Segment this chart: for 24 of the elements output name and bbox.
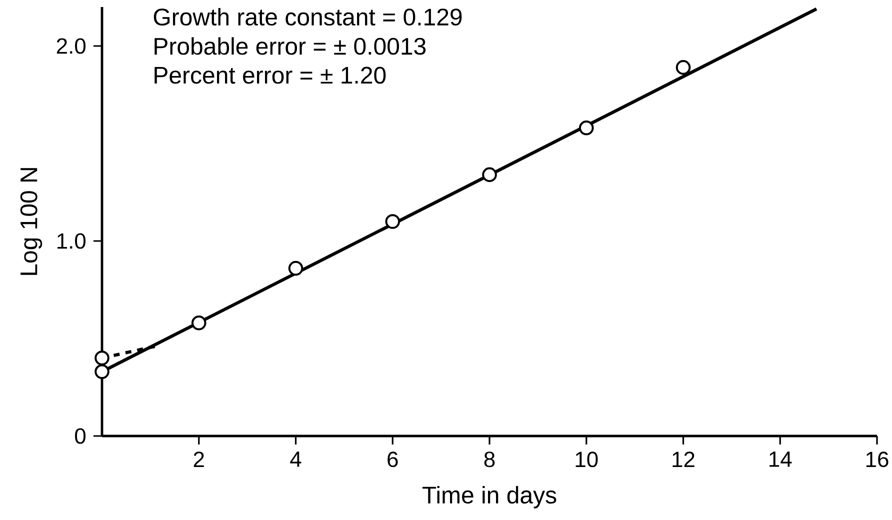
point	[94, 350, 110, 366]
x-tick-label: 16	[866, 452, 888, 468]
annotation: Percent error = ± 1.20	[154, 66, 386, 84]
point	[191, 316, 206, 330]
x-tick-label: 8	[484, 452, 495, 468]
y-tick-label: 1.0	[57, 233, 86, 249]
x-tick-label: 4	[290, 452, 302, 467]
x-tick-label: 10	[576, 452, 598, 468]
point	[482, 167, 497, 182]
point	[578, 120, 594, 136]
y-axis-title: Log 100 N	[20, 168, 42, 275]
annotation: Growth rate constant = 0.129	[154, 8, 462, 26]
point	[676, 60, 691, 75]
annotation: Probable error = ± 0.0013	[154, 37, 426, 55]
point	[94, 364, 110, 380]
x-tick-label: 14	[770, 452, 792, 467]
point	[385, 214, 400, 229]
x-tick-label: 6	[388, 452, 398, 468]
x-axis-title: Time in days	[422, 486, 556, 508]
y-tick-label: 2.0	[56, 38, 86, 54]
x-tick-label: 12	[672, 452, 694, 467]
point	[288, 260, 304, 276]
y-tick-label: 0	[75, 428, 86, 444]
x-tick-label: 2	[194, 452, 204, 467]
